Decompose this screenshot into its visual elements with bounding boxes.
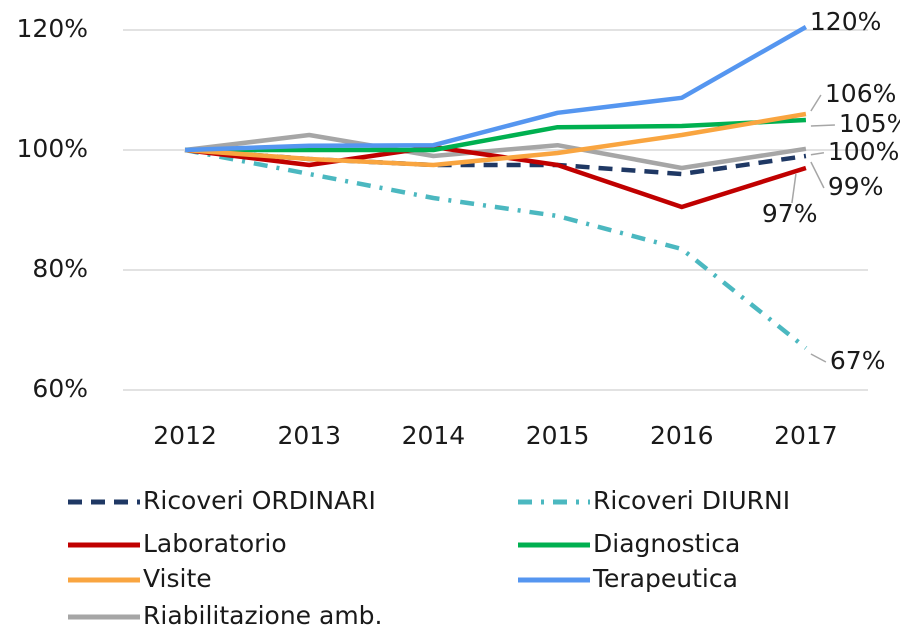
y-tick-label: 120% (17, 14, 88, 43)
leader-line (810, 124, 835, 127)
x-tick-label: 2016 (650, 421, 714, 450)
x-tick-label: 2015 (526, 421, 590, 450)
data-label: 106% (825, 79, 896, 108)
leader-line (810, 161, 825, 189)
x-tick-label: 2014 (402, 421, 466, 450)
legend-label: Terapeutica (592, 564, 738, 593)
x-tick-label: 2013 (277, 421, 341, 450)
legend-label: Laboratorio (143, 529, 287, 558)
data-label: 97% (762, 199, 818, 228)
data-label: 99% (828, 172, 884, 201)
legend-label: Ricoveri DIURNI (593, 486, 790, 515)
x-tick-label: 2017 (774, 421, 838, 450)
legend-label: Diagnostica (593, 529, 740, 558)
series-line (184, 111, 807, 168)
leader-line (810, 353, 827, 363)
data-label: 100% (828, 137, 899, 166)
data-label: 67% (830, 346, 886, 375)
leader-line (791, 173, 797, 204)
data-label: 105% (839, 109, 900, 138)
legend-label: Visite (143, 564, 212, 593)
x-tick-label: 2012 (153, 421, 217, 450)
legend-label: Riabilitazione amb. (143, 601, 383, 630)
series-line (185, 25, 808, 153)
y-tick-label: 60% (32, 374, 88, 403)
leader-line (810, 94, 822, 112)
series-line (184, 132, 807, 171)
legend-label: Ricoveri ORDINARI (143, 486, 376, 515)
y-tick-label: 80% (32, 254, 88, 283)
leader-line (810, 152, 825, 156)
series-line (185, 117, 807, 153)
series-line (184, 147, 808, 350)
data-label: 120% (810, 7, 881, 36)
series-line (184, 144, 807, 210)
y-tick-label: 100% (17, 134, 88, 163)
